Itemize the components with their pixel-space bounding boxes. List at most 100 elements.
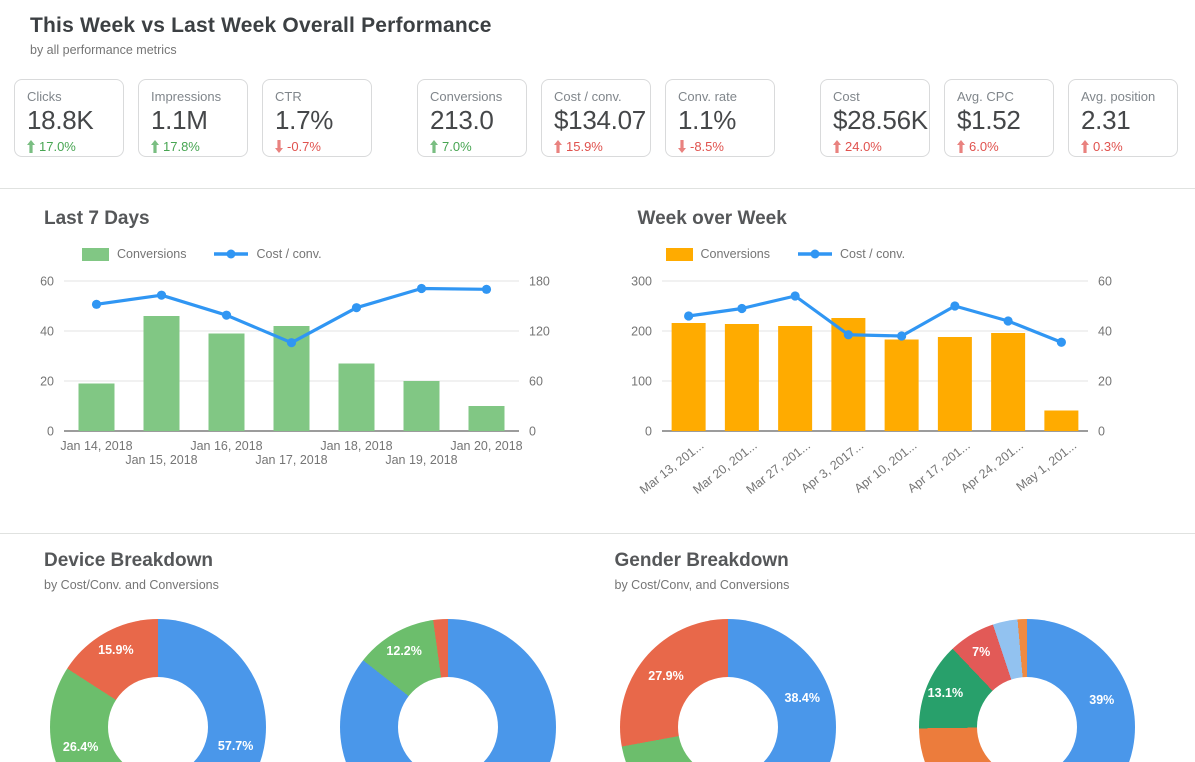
donut-slice-label: 15.9% [98,642,134,657]
svg-text:300: 300 [631,275,652,289]
scorecard-delta-value: -0.7% [287,139,321,154]
svg-text:180: 180 [529,275,550,289]
scorecard-delta: -8.5% [678,139,762,154]
arrow-up-icon [151,140,159,153]
scorecard-label: Avg. position [1081,89,1156,104]
scorecard-value: 2.31 [1081,105,1131,135]
scorecard-ctr: CTR 1.7% -0.7% [262,79,372,157]
arrow-down-icon [275,140,283,153]
svg-text:40: 40 [40,325,54,339]
svg-text:0: 0 [645,425,652,439]
arrow-up-icon [957,140,965,153]
gender-donut-1: 38.4% 27.9% [619,619,836,762]
scorecard-value: $1.52 [957,105,1021,135]
scorecard-delta-value: 7.0% [442,139,472,154]
svg-text:60: 60 [40,275,54,289]
scorecard-label: Clicks [27,89,62,104]
donut-slice-label: 57.7% [217,739,254,754]
svg-text:60: 60 [529,375,543,389]
gender-breakdown-panel: Gender Breakdown by Cost/Conv, and Conve… [598,534,1195,762]
donut-hole [677,677,778,762]
scorecard-group-traffic: Clicks 18.8K 17.0% Impressions 1.1M 17.8… [14,79,372,157]
scorecard-group-conversions: Conversions 213.0 7.0% Cost / conv. $134… [417,79,775,157]
scorecard-label: Conversions [430,89,503,104]
arrow-down-icon [678,140,686,153]
scorecard-value: 1.1% [678,105,737,135]
scorecard-conv-rate: Conv. rate 1.1% -8.5% [665,79,775,157]
donut-slice-label: 13.1% [927,685,964,700]
donut-hole [108,677,208,762]
chart-legend: Conversions Cost / conv. [665,247,1195,261]
legend-item-cost-conv: Cost / conv. [214,247,322,261]
scorecard-delta: 7.0% [430,139,514,154]
legend-label: Conversions [117,247,187,261]
svg-text:60: 60 [1098,275,1112,289]
arrow-up-icon [554,140,562,153]
scorecard-delta: 15.9% [554,139,638,154]
scorecard-delta-value: -8.5% [690,139,724,154]
breakdown-subtitle: by Cost/Conv, and Conversions [614,578,790,592]
scorecard-clicks: Clicks 18.8K 17.0% [14,79,124,157]
scorecard-cost: Cost $28.56K 24.0% [820,79,930,157]
legend-item-conversions: Conversions [665,247,770,261]
scorecard-value: $28.56K [833,105,928,135]
svg-text:Jan 16, 2018: Jan 16, 2018 [190,439,262,453]
line-series-icon [214,249,249,259]
arrow-up-icon [833,140,841,153]
breakdown-subtitle: by Cost/Conv. and Conversions [44,578,219,592]
svg-text:Jan 19, 2018: Jan 19, 2018 [385,453,457,467]
scorecard-delta-value: 6.0% [969,139,999,154]
donut-slice-label: 38.4% [784,691,820,706]
svg-text:0: 0 [529,425,536,439]
svg-text:40: 40 [1098,325,1112,339]
section-divider [0,533,1195,534]
scorecard-value: 1.1M [151,105,208,135]
svg-text:0: 0 [1098,425,1105,439]
scorecard-delta-value: 24.0% [845,139,882,154]
bar-swatch-icon [82,247,109,261]
scorecard-cost-per-conv: Cost / conv. $134.07 15.9% [541,79,651,157]
time-series-section: Last 7 Days Conversions Cost / conv. 0 0 2… [0,189,1195,533]
scorecard-impressions: Impressions 1.1M 17.8% [138,79,248,157]
scorecards-row: Clicks 18.8K 17.0% Impressions 1.1M 17.8… [14,79,1181,157]
svg-text:100: 100 [631,375,652,389]
scorecard-label: Cost / conv. [554,89,622,104]
scorecard-delta: 24.0% [833,139,917,154]
device-breakdown-panel: Device Breakdown by Cost/Conv. and Conve… [0,534,598,762]
donut-slice-label: 39% [1089,692,1115,707]
donut-hole [398,677,498,762]
scorecard-value: 1.7% [275,105,334,135]
breakdown-title: Gender Breakdown [614,550,789,571]
breakdown-section: Device Breakdown by Cost/Conv. and Conve… [0,534,1195,762]
svg-text:20: 20 [40,375,54,389]
chart-title: Last 7 Days [44,208,150,229]
scorecard-label: Impressions [151,89,222,104]
scorecard-conversions: Conversions 213.0 7.0% [417,79,527,157]
line-series-icon [797,249,832,259]
svg-text:Jan 14, 2018: Jan 14, 2018 [60,439,132,453]
scorecard-value: $134.07 [554,105,646,135]
gender-donut-2: 39% 13.1% 7% [918,619,1135,762]
scorecard-value: 213.0 [430,105,494,135]
scorecard-label: Cost [833,89,860,104]
scorecard-label: Conv. rate [678,89,738,104]
scorecard-avg-cpc: Avg. CPC $1.52 6.0% [944,79,1054,157]
svg-text:0: 0 [47,425,54,439]
donut-slice-label: 27.9% [648,668,684,683]
svg-text:120: 120 [529,325,550,339]
svg-text:Jan 17, 2018: Jan 17, 2018 [255,453,327,467]
arrow-up-icon [27,140,35,153]
scorecard-delta: -0.7% [275,139,359,154]
svg-text:20: 20 [1098,375,1112,389]
breakdown-title: Device Breakdown [44,550,213,571]
scorecard-delta: 17.0% [27,139,111,154]
scorecard-avg-position: Avg. position 2.31 0.3% [1068,79,1178,157]
section-divider [0,188,1195,189]
scorecard-delta-value: 17.8% [163,139,200,154]
svg-text:200: 200 [631,325,652,339]
scorecard-delta-value: 17.0% [39,139,76,154]
svg-text:Jan 20, 2018: Jan 20, 2018 [450,439,522,453]
legend-item-conversions: Conversions [82,247,186,261]
scorecard-label: CTR [275,89,302,104]
